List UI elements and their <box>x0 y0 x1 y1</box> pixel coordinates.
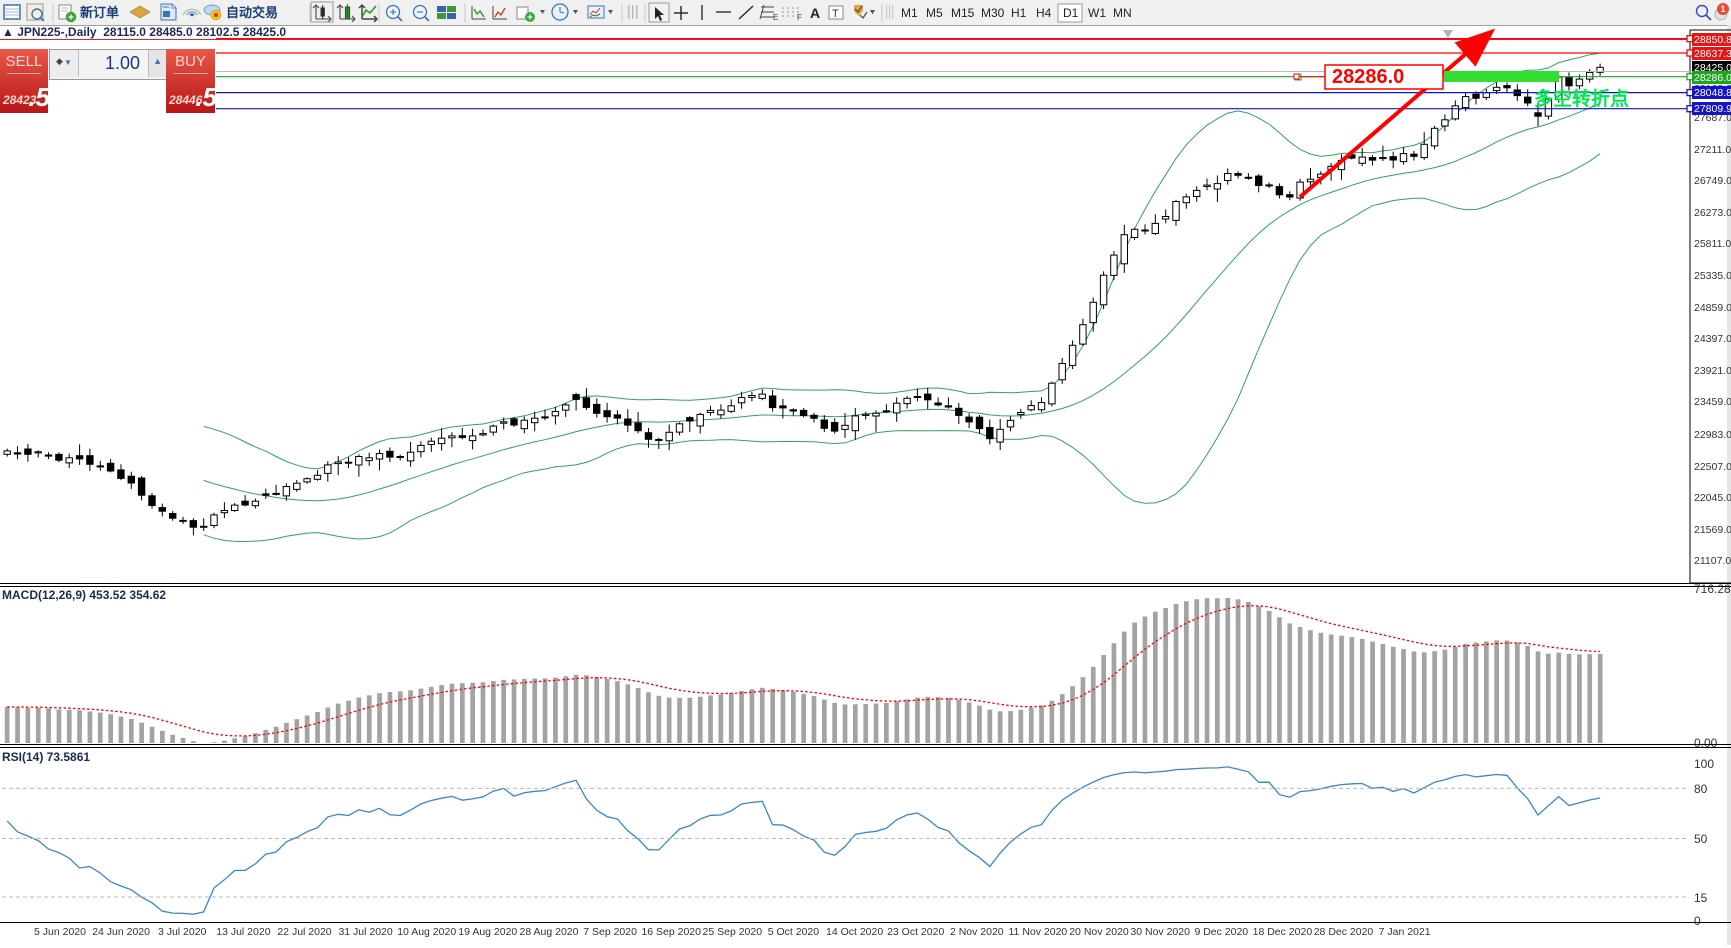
svg-text:H4: H4 <box>1036 6 1052 20</box>
svg-text:27809.9: 27809.9 <box>1694 103 1731 115</box>
svg-text:28163.0: 28163.0 <box>1694 83 1731 95</box>
svg-text:24859.0: 24859.0 <box>1694 302 1731 314</box>
svg-text:23921.0: 23921.0 <box>1694 365 1731 377</box>
svg-text:M5: M5 <box>926 6 943 20</box>
svg-text:T: T <box>832 8 839 20</box>
svg-text:24397.0: 24397.0 <box>1694 333 1731 345</box>
svg-text:21569.0: 21569.0 <box>1694 524 1731 536</box>
svg-text:22983.0: 22983.0 <box>1694 429 1731 441</box>
svg-text:H1: H1 <box>1011 6 1027 20</box>
svg-text:自动交易: 自动交易 <box>226 5 278 20</box>
svg-text:E: E <box>773 13 778 22</box>
svg-text:新订单: 新订单 <box>80 5 119 20</box>
svg-text:28637.3: 28637.3 <box>1694 48 1731 60</box>
svg-text:D1: D1 <box>1063 6 1079 20</box>
svg-text:28286.0: 28286.0 <box>1332 66 1404 88</box>
svg-text:25335.0: 25335.0 <box>1694 270 1731 282</box>
svg-text:M15: M15 <box>951 6 975 20</box>
svg-text:1: 1 <box>1720 4 1725 14</box>
svg-text:27211.0: 27211.0 <box>1694 144 1731 156</box>
svg-text:M30: M30 <box>981 6 1005 20</box>
svg-text:多空转折点: 多空转折点 <box>1534 87 1629 110</box>
svg-text:22045.0: 22045.0 <box>1694 492 1731 504</box>
svg-text:26749.0: 26749.0 <box>1694 175 1731 187</box>
svg-text:28425.0: 28425.0 <box>1694 62 1731 74</box>
svg-text:28286.0: 28286.0 <box>1694 72 1731 84</box>
svg-text:26273.0: 26273.0 <box>1694 207 1731 219</box>
svg-text:27687.0: 27687.0 <box>1694 112 1731 124</box>
svg-text:25811.0: 25811.0 <box>1694 238 1731 250</box>
svg-text:W1: W1 <box>1088 6 1106 20</box>
svg-text:23459.0: 23459.0 <box>1694 396 1731 408</box>
svg-text:22507.0: 22507.0 <box>1694 461 1731 473</box>
svg-text:21107.0: 21107.0 <box>1694 555 1731 567</box>
svg-text:28048.8: 28048.8 <box>1694 87 1731 99</box>
svg-text:F: F <box>797 13 802 22</box>
svg-text:M1: M1 <box>901 6 918 20</box>
svg-text:MN: MN <box>1113 6 1132 20</box>
svg-text:A: A <box>810 5 820 21</box>
